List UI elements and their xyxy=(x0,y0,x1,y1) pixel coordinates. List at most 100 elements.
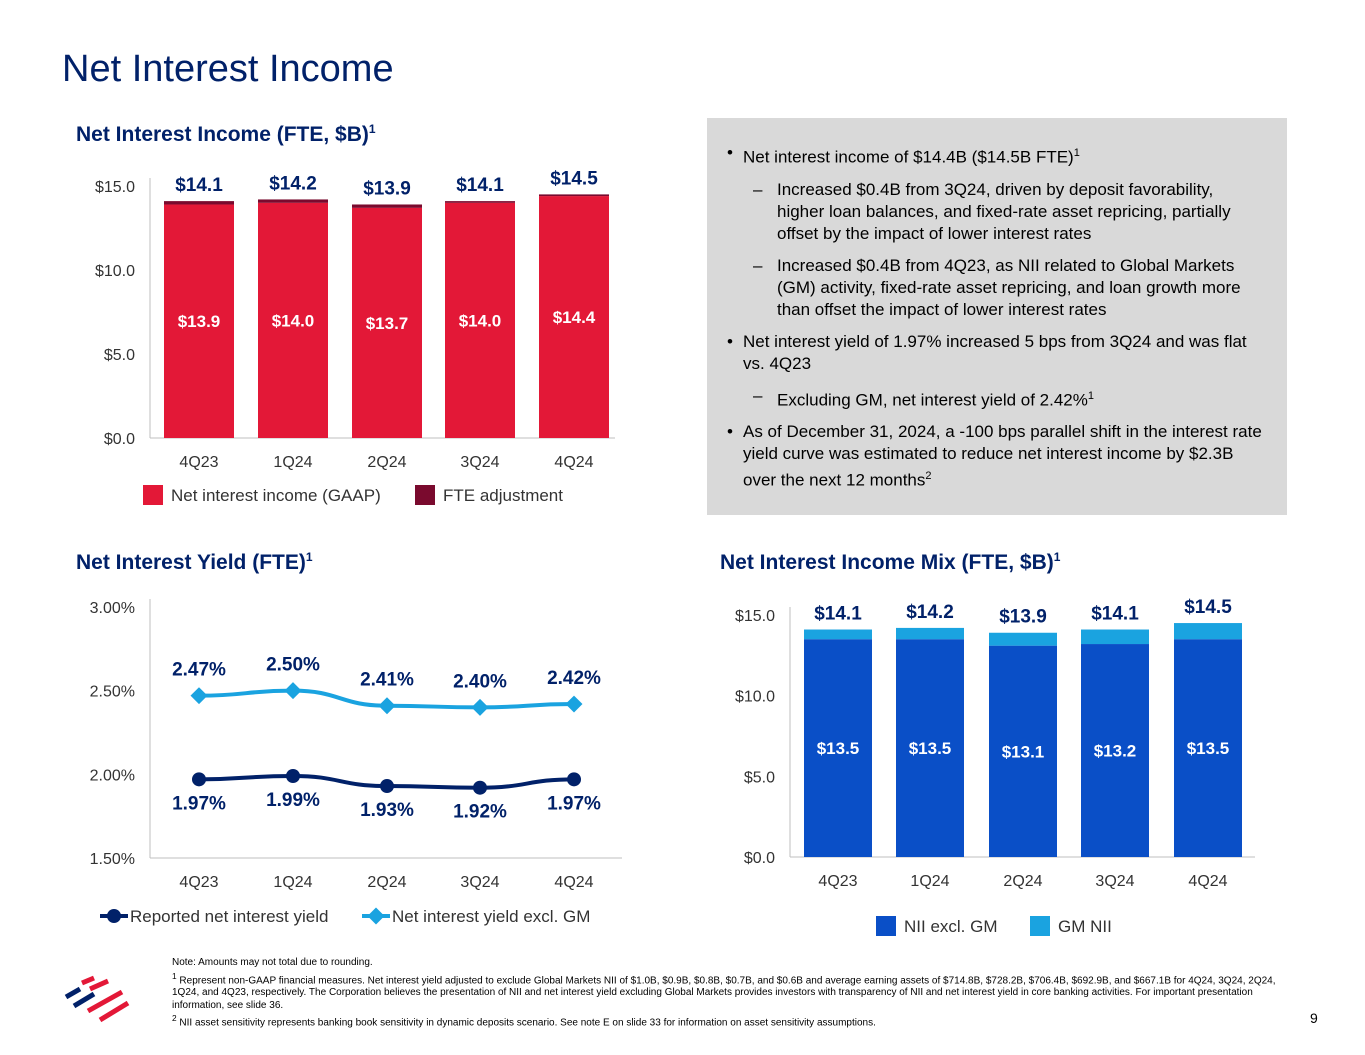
bar-total-label: $14.1 xyxy=(1091,604,1139,625)
bar-base-3Q24 xyxy=(1081,644,1149,857)
bar-total-label: $13.9 xyxy=(999,607,1047,628)
commentary-bullet: Net interest income of $14.4B ($14.5B FT… xyxy=(727,142,1263,169)
footnote-1: Represent non-GAAP financial measures. N… xyxy=(172,974,1276,1011)
x-tick-label: 4Q24 xyxy=(1188,873,1227,890)
chart2-title: Net Interest Yield (FTE)1 xyxy=(76,550,313,575)
commentary-bullet: Increased $0.4B from 4Q23, as NII relate… xyxy=(743,255,1263,321)
y-tick-label: $15.0 xyxy=(735,608,775,625)
commentary-list: Net interest income of $14.4B ($14.5B FT… xyxy=(707,118,1287,492)
data-value-label: 1.93% xyxy=(360,800,414,821)
data-point-marker xyxy=(473,780,487,795)
legend-swatch xyxy=(876,916,896,936)
legend-label: NII excl. GM xyxy=(904,917,998,936)
bullet-text: Net interest yield of 1.97% increased 5 … xyxy=(743,331,1247,373)
x-tick-label: 1Q24 xyxy=(273,454,312,471)
bar-total-label: $14.5 xyxy=(550,168,598,189)
data-value-label: 2.50% xyxy=(266,655,320,676)
bar-base-1Q24 xyxy=(896,639,964,857)
data-point-marker xyxy=(190,687,208,705)
legend-label: Net interest income (GAAP) xyxy=(171,486,381,505)
bar-value-label: $13.2 xyxy=(1094,742,1137,761)
footnote-note: Note: Amounts may not total due to round… xyxy=(172,957,373,968)
bar-top-4Q23 xyxy=(804,629,872,640)
y-tick-label: $10.0 xyxy=(95,263,135,280)
bullet-text: Increased $0.4B from 3Q24, driven by dep… xyxy=(777,179,1231,243)
data-point-marker xyxy=(567,772,581,787)
data-point-marker xyxy=(378,697,396,715)
data-value-label: 2.40% xyxy=(453,671,507,692)
page-number: 9 xyxy=(1310,1010,1318,1026)
legend-marker xyxy=(367,907,385,925)
bar-top-4Q24 xyxy=(539,194,609,197)
bar-value-label: $13.7 xyxy=(366,314,409,333)
chart3-title-sup: 1 xyxy=(1053,550,1061,564)
bar-top-3Q24 xyxy=(445,201,515,203)
legend-swatch xyxy=(143,485,163,505)
data-value-label: 1.92% xyxy=(453,802,507,823)
bullet-sup: 1 xyxy=(1073,147,1080,159)
bar-base-4Q23 xyxy=(804,639,872,857)
bar-total-label: $14.1 xyxy=(175,175,223,196)
data-value-label: 2.42% xyxy=(547,668,601,689)
bar-base-4Q24 xyxy=(539,196,609,438)
commentary-bullet: As of December 31, 2024, a -100 bps para… xyxy=(727,421,1263,492)
data-point-marker xyxy=(471,698,489,716)
bar-value-label: $14.0 xyxy=(272,311,315,330)
x-tick-label: 4Q23 xyxy=(818,873,857,890)
bar-value-label: $14.4 xyxy=(553,308,596,327)
data-value-label: 1.97% xyxy=(172,793,226,814)
bar-base-1Q24 xyxy=(258,202,328,438)
chart2-title-sup: 1 xyxy=(305,550,313,564)
bar-value-label: $14.0 xyxy=(459,311,502,330)
bar-value-label: $13.1 xyxy=(1002,742,1045,761)
data-value-label: 1.97% xyxy=(547,793,601,814)
chart1-title-text: Net Interest Income (FTE, $B) xyxy=(76,123,369,146)
legend-swatch xyxy=(1030,916,1050,936)
data-point-marker xyxy=(284,682,302,700)
y-tick-label: $0.0 xyxy=(744,850,775,867)
data-value-label: 2.47% xyxy=(172,660,226,681)
bar-total-label: $14.5 xyxy=(1184,597,1232,618)
data-value-label: 1.99% xyxy=(266,790,320,811)
chart3-title: Net Interest Income Mix (FTE, $B)1 xyxy=(720,550,1060,575)
y-tick-label: $0.0 xyxy=(104,431,135,448)
bullet-text: Net interest income of $14.4B ($14.5B FT… xyxy=(743,147,1074,167)
chart3-title-text: Net Interest Income Mix (FTE, $B) xyxy=(720,551,1054,574)
y-tick-label: $5.0 xyxy=(104,347,135,364)
bar-total-label: $14.1 xyxy=(814,604,862,625)
x-tick-label: 3Q24 xyxy=(1095,873,1134,890)
bullet-text: Excluding GM, net interest yield of 2.42… xyxy=(777,390,1088,410)
legend-marker xyxy=(107,909,121,923)
x-tick-label: 4Q24 xyxy=(554,874,593,891)
bar-top-1Q24 xyxy=(258,199,328,203)
legend-label: GM NII xyxy=(1058,917,1112,936)
bar-top-3Q24 xyxy=(1081,629,1149,645)
y-tick-label: $5.0 xyxy=(744,769,775,786)
legend-label: Reported net interest yield xyxy=(130,907,328,926)
bar-top-4Q24 xyxy=(1174,623,1242,640)
y-tick-label: $10.0 xyxy=(735,689,775,706)
bar-top-4Q23 xyxy=(164,201,234,205)
bank-logo xyxy=(64,975,130,1023)
data-point-marker xyxy=(565,695,583,713)
bullet-sup: 1 xyxy=(1087,389,1095,402)
legend-label: FTE adjustment xyxy=(443,486,563,505)
bullet-text: Increased $0.4B from 4Q23, as NII relate… xyxy=(777,255,1241,319)
bar-total-label: $13.9 xyxy=(363,178,411,199)
data-point-marker xyxy=(380,779,394,794)
bar-base-4Q23 xyxy=(164,204,234,438)
y-tick-label: $15.0 xyxy=(95,179,135,196)
y-tick-label: 2.50% xyxy=(90,684,135,701)
x-tick-label: 4Q23 xyxy=(179,874,218,891)
commentary-bullet: Increased $0.4B from 3Q24, driven by dep… xyxy=(743,179,1263,245)
commentary-bullet: Excluding GM, net interest yield of 2.42… xyxy=(743,385,1263,412)
data-point-marker xyxy=(192,772,206,787)
x-tick-label: 1Q24 xyxy=(273,874,312,891)
y-tick-label: 3.00% xyxy=(90,600,135,617)
x-tick-label: 2Q24 xyxy=(367,874,406,891)
footnote-1-mark: 1 xyxy=(172,970,177,981)
footnotes: Note: Amounts may not total due to round… xyxy=(172,957,1282,1030)
footnote-2: NII asset sensitivity represents banking… xyxy=(179,1017,876,1029)
bar-top-2Q24 xyxy=(989,632,1057,646)
y-tick-label: 1.50% xyxy=(90,851,135,868)
